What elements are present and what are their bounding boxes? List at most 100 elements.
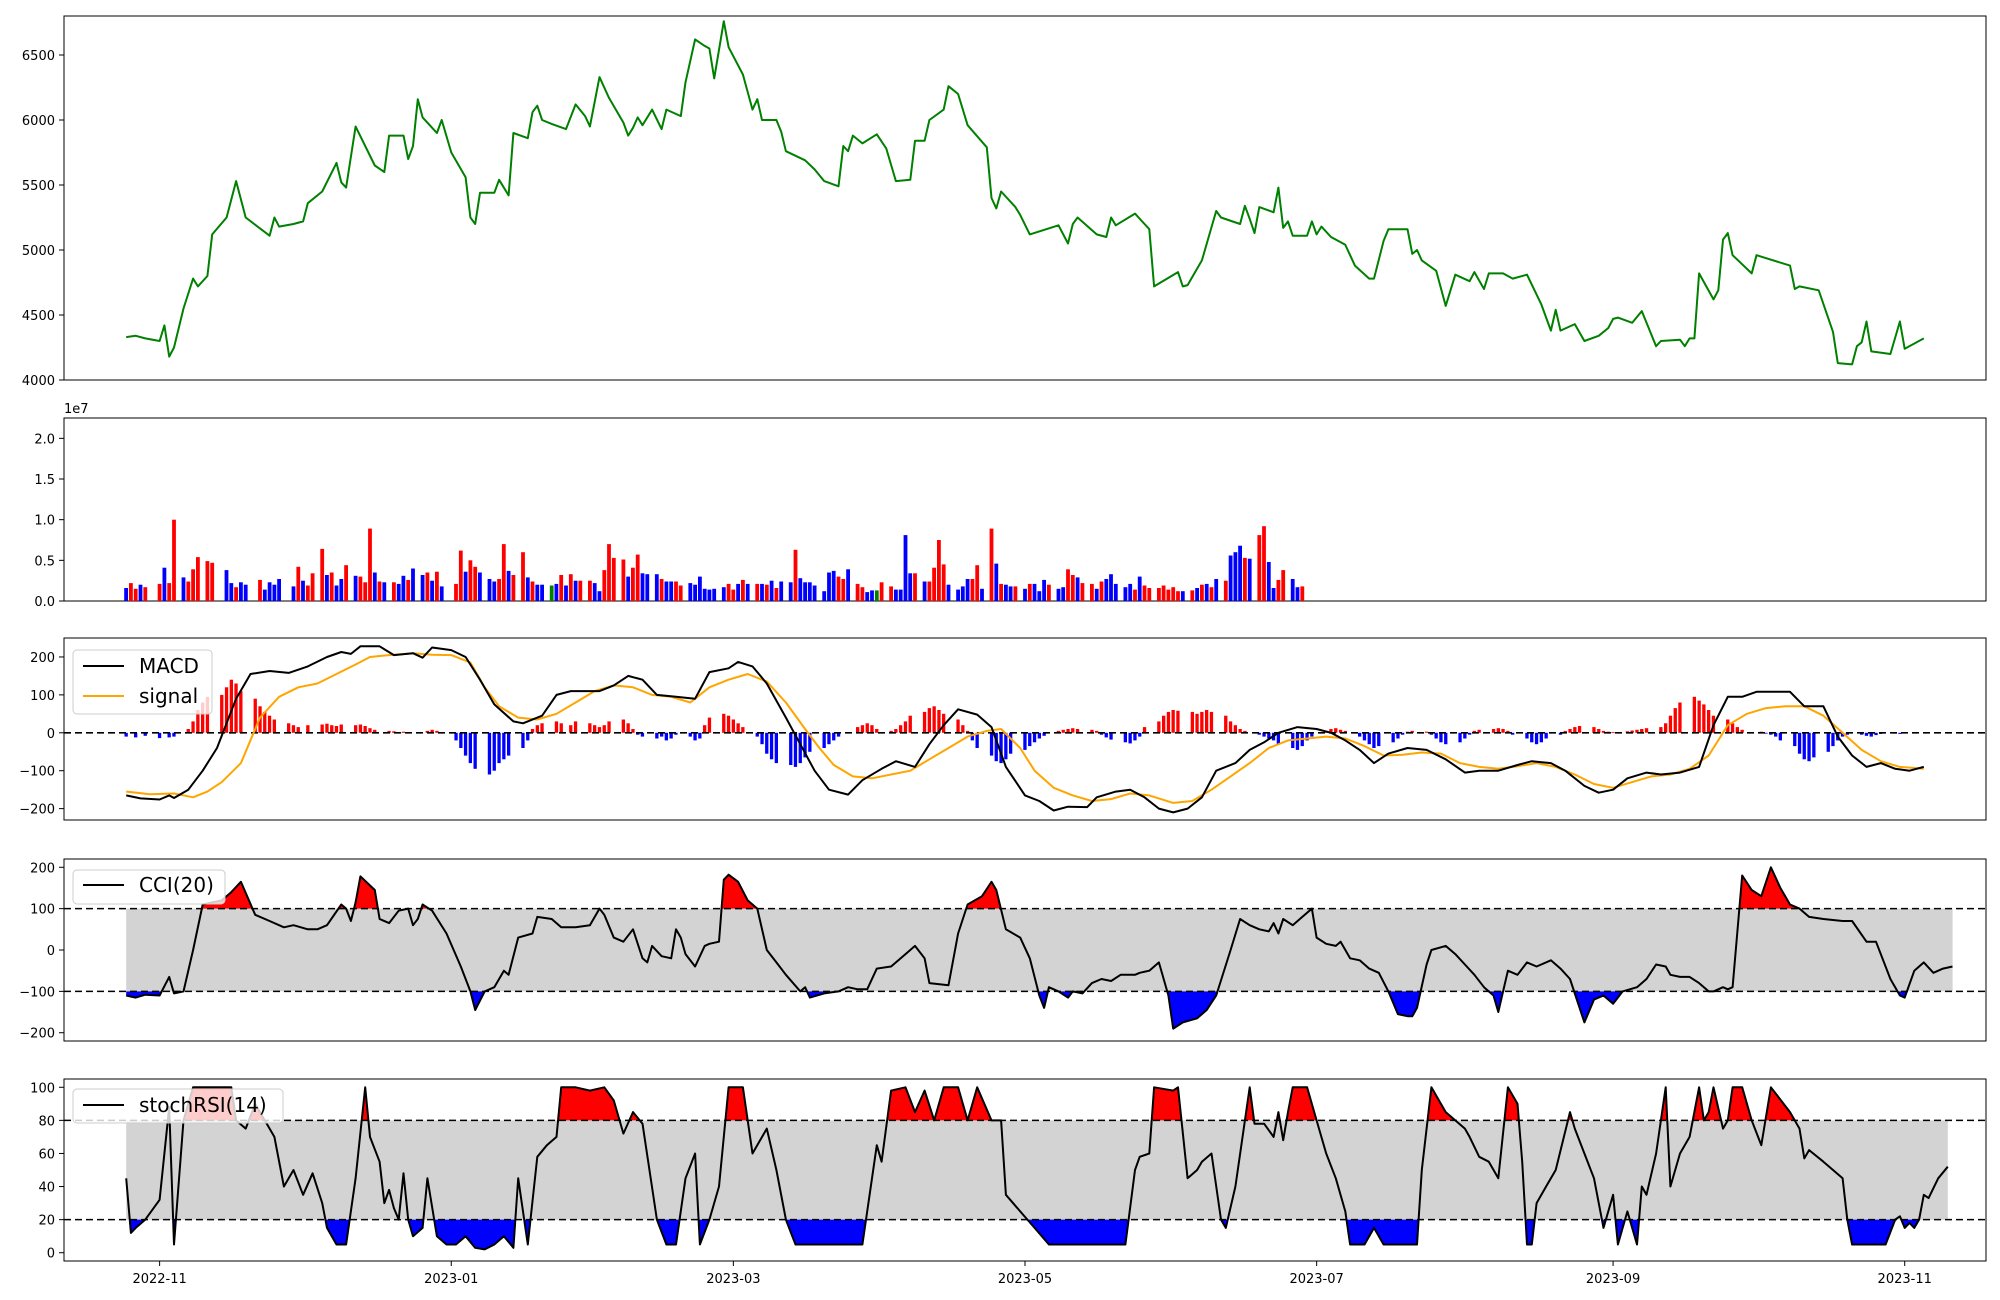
cci-panel: CCI(20) −200 −100 0 100 200 [19,858,1987,1042]
macd-histogram-bar [588,723,592,733]
macd-histogram-bar [688,732,692,737]
macd-histogram-bar [1592,727,1596,733]
macd-histogram-bar [1601,730,1606,733]
volume-bar [210,562,215,601]
macd-histogram-bar [808,732,812,752]
volume-bar [568,574,573,601]
macd-histogram-bar [660,732,664,737]
volume-bar [325,575,329,601]
macd-ytick-label: 200 [30,651,55,666]
volume-bar [860,587,865,601]
volume-bar [846,569,850,601]
macd-histogram-bar [368,728,372,733]
x-tick-label: 2022-11 [132,1272,186,1287]
volume-bar [989,528,994,601]
macd-histogram-bar [1864,732,1869,736]
volume-bar [640,573,645,601]
macd-histogram-bar [1209,711,1214,733]
volume-bar [329,572,334,601]
volume-bar [301,580,305,601]
volume-bar [698,576,702,601]
cci-legend-box [72,869,226,905]
volume-bar [1023,588,1027,601]
volume-bar [903,535,908,601]
macd-histogram-bar [760,732,764,745]
stochrsi-overbought-fill [1427,1087,1456,1121]
macd-histogram-bar [573,721,578,733]
macd-histogram-bar [334,726,339,733]
volume-bar [1190,590,1195,601]
macd-histogram-bar [1071,728,1075,733]
volume-ytick-label: 1.0 [34,514,55,529]
macd-histogram-bar [1190,711,1194,733]
macd-histogram-bar [1472,730,1476,733]
macd-histogram-bar [1295,732,1300,750]
volume-bar [611,557,616,601]
volume-bar [1037,591,1042,601]
macd-histogram-bar [1506,730,1510,733]
volume-bar [597,591,602,601]
macd-histogram-bar [186,729,190,733]
macd-histogram-bar [1061,729,1065,733]
macd-histogram-bar [1090,729,1094,733]
volume-bar [501,544,506,601]
volume-bar [334,585,339,601]
volume-bar [506,570,511,601]
macd-histogram-bar [1396,732,1400,739]
x-tick-label: 2023-07 [1289,1272,1343,1287]
macd-histogram-bar [1544,732,1548,739]
volume-bar [1157,588,1161,601]
volume-bar [1094,588,1099,601]
volume-bar [186,581,191,601]
macd-histogram-bar [865,723,869,733]
price-ytick-label: 4000 [22,374,55,389]
macd-histogram-bar [526,732,530,741]
macd-legend: MACD signal [72,649,213,715]
macd-histogram-bar [387,730,391,733]
volume-bar [138,584,143,601]
macd-histogram-bar [956,719,960,733]
volume-bar [1137,576,1142,601]
volume-bar [865,592,870,601]
cci-oversold-fill [470,991,485,1010]
macd-histogram-bar [1028,732,1032,747]
volume-bar [1070,575,1075,601]
volume-bar [798,578,803,601]
macd-histogram-bar [966,730,970,733]
stochrsi-legend-box [72,1088,284,1124]
volume-bar [712,588,717,601]
macd-histogram-bar [473,732,477,769]
macd-histogram-bar [320,724,324,733]
volume-bar [358,576,363,601]
macd-histogram-bar [234,683,238,733]
macd-histogram-bar [392,731,396,733]
macd-histogram-bar [1668,715,1673,733]
macd-histogram-bar [1630,730,1634,733]
macd-histogram-bar [487,732,492,775]
macd-histogram-bar [774,732,778,764]
cci-ytick-label: 200 [30,861,55,876]
volume-bar [889,586,893,601]
volume-bar [1090,583,1094,601]
macd-histogram-bar [358,724,363,733]
macd-histogram-bar [989,732,994,756]
volume-bar [659,579,664,601]
macd-histogram-bar [1697,700,1701,733]
macd-histogram-bar [1128,732,1132,744]
volume-bar [191,569,195,601]
cci-oversold-fill [1038,991,1048,1008]
volume-bar [1113,583,1118,601]
macd-histogram-bar [1009,732,1013,754]
volume-bar [296,566,301,601]
macd-histogram-bar [1597,729,1601,733]
macd-histogram-bar [1238,729,1242,733]
macd-histogram-bar [1797,732,1802,754]
macd-histogram-bar [1774,732,1778,737]
volume-bar [1075,577,1080,601]
macd-histogram-bar [1377,732,1381,747]
x-tick-label: 2023-05 [998,1272,1052,1287]
macd-histogram-bar [1692,696,1696,733]
volume-bar [1290,579,1295,601]
volume-bar [764,584,769,601]
macd-histogram-bar [822,732,826,748]
